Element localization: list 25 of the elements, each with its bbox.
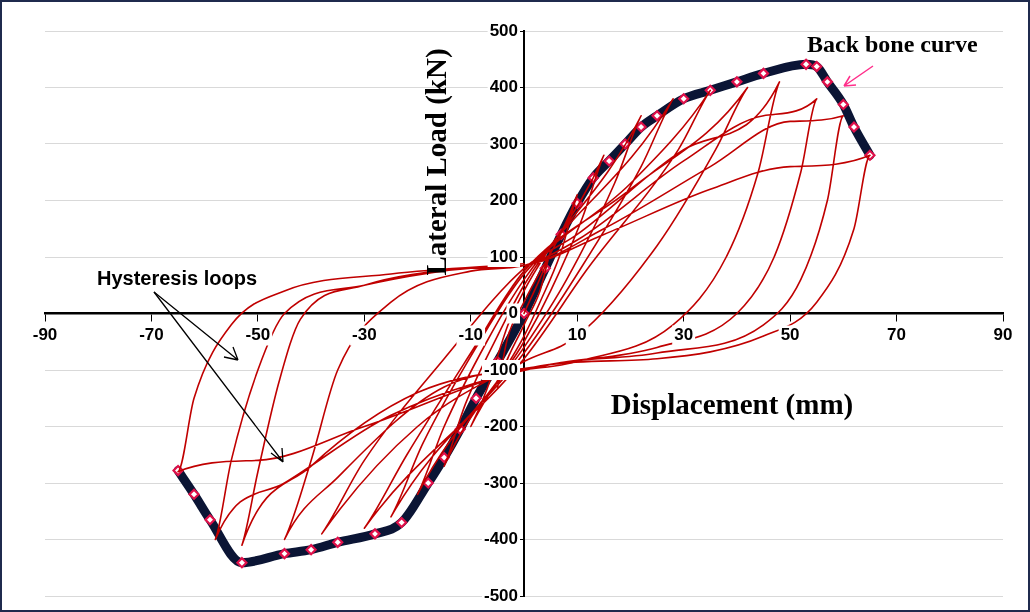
x-tick-label: 30 — [674, 325, 694, 345]
annotation: Back bone curve — [807, 31, 979, 58]
y-tick-label: -400 — [483, 529, 518, 549]
x-tick-label: -10 — [458, 325, 484, 345]
annotation: Hysteresis loops — [96, 266, 258, 289]
y-tick-label: -200 — [483, 416, 518, 436]
y-tick-label: -500 — [483, 585, 518, 605]
y-axis-title: Lateral Load (kN) — [420, 48, 454, 276]
x-tick-label: 70 — [887, 325, 907, 345]
y-tick-label: 500 — [489, 20, 518, 40]
y-tick-label: 100 — [489, 246, 518, 266]
y-tick-label: 200 — [489, 190, 518, 210]
y-tick-label: 0 — [508, 303, 518, 323]
y-tick-label: 400 — [489, 77, 518, 97]
x-tick-label: -30 — [352, 325, 377, 345]
x-tick-label: -50 — [245, 325, 271, 345]
x-tick-label: -70 — [139, 325, 164, 345]
x-tick-label: 90 — [993, 325, 1013, 345]
y-tick-label: 300 — [489, 133, 518, 153]
x-tick-label: 50 — [780, 325, 800, 345]
x-tick-label: 10 — [567, 325, 587, 345]
x-tick-label: -90 — [32, 325, 58, 345]
y-tick-label: -300 — [483, 472, 518, 492]
y-tick-label: -100 — [483, 359, 518, 379]
x-axis-title: Displacement (mm) — [610, 388, 854, 422]
